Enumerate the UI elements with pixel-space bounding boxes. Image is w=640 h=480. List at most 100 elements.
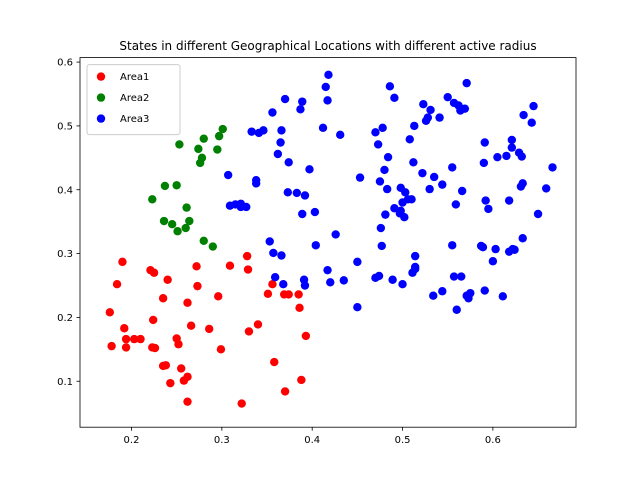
y-tick-label: 0.1 (57, 377, 73, 388)
point-area3-17 (277, 251, 286, 260)
point-area3-10 (259, 126, 268, 135)
point-area2-1 (159, 216, 169, 226)
point-area3-46 (371, 128, 380, 137)
marks-layer (105, 70, 557, 408)
point-area1-37 (253, 320, 263, 329)
point-area2-18 (218, 124, 227, 134)
point-area3-115 (502, 151, 511, 161)
point-area3-128 (527, 118, 536, 127)
point-area3-89 (448, 163, 457, 172)
point-area3-39 (331, 230, 340, 239)
point-area1-1 (107, 341, 116, 351)
point-area3-93 (451, 200, 461, 209)
point-area3-80 (423, 113, 433, 122)
point-area3-53 (380, 165, 389, 175)
point-area3-56 (383, 152, 393, 162)
point-area1-2 (112, 280, 122, 289)
point-area3-111 (488, 257, 498, 266)
x-tick-label: 0.6 (485, 435, 501, 446)
point-area1-13 (150, 343, 160, 353)
point-area1-12 (149, 268, 159, 277)
legend-marker-area3 (96, 114, 106, 123)
point-area3-106 (479, 158, 489, 168)
point-area1-25 (183, 397, 192, 406)
point-area3-37 (324, 70, 333, 80)
y-tick-label: 0.5 (57, 122, 73, 133)
point-area3-108 (480, 286, 489, 295)
point-area2-2 (160, 181, 170, 191)
point-area3-86 (438, 287, 447, 296)
point-area3-76 (410, 262, 420, 272)
point-area1-21 (176, 364, 186, 373)
point-area3-15 (273, 149, 283, 159)
point-area3-74 (410, 251, 420, 261)
legend-label-area3: Area3 (120, 114, 149, 125)
point-area3-103 (466, 288, 475, 298)
point-area1-30 (214, 292, 223, 301)
point-area3-127 (519, 110, 528, 120)
point-area3-11 (265, 237, 274, 246)
point-area3-0 (223, 170, 233, 180)
point-area3-60 (390, 204, 399, 213)
point-area3-29 (300, 191, 310, 200)
point-area1-34 (242, 251, 252, 261)
point-area3-126 (518, 234, 527, 243)
point-area2-13 (199, 236, 208, 245)
point-area3-47 (373, 140, 383, 149)
point-area3-14 (270, 272, 280, 282)
point-area1-47 (301, 331, 311, 341)
point-area1-31 (216, 345, 226, 354)
x-tick-label: 0.3 (214, 435, 230, 446)
point-area1-36 (244, 327, 254, 336)
point-area1-32 (225, 261, 235, 270)
point-area1-46 (297, 375, 306, 385)
x-tick-label: 0.4 (304, 435, 320, 446)
point-area3-87 (438, 180, 447, 189)
point-area3-72 (409, 158, 418, 167)
point-area1-11 (148, 315, 158, 325)
point-area3-116 (504, 196, 514, 205)
point-area3-129 (529, 101, 538, 111)
point-area1-24 (183, 372, 192, 381)
point-area3-19 (279, 280, 288, 289)
point-area2-15 (208, 242, 218, 251)
point-area3-33 (318, 123, 328, 133)
point-area3-100 (462, 78, 471, 88)
point-area3-98 (457, 186, 467, 196)
point-area3-58 (388, 275, 397, 284)
point-area3-62 (396, 206, 405, 215)
point-area3-50 (376, 223, 386, 233)
point-area3-49 (375, 177, 385, 186)
point-area3-112 (491, 244, 500, 254)
point-area3-41 (339, 276, 349, 285)
point-area1-8 (136, 334, 145, 344)
point-area1-39 (268, 280, 277, 289)
y-axis: 0.1 0.2 0.3 0.4 0.5 0.6 (57, 58, 80, 388)
x-axis: 0.2 0.3 0.4 0.5 0.6 (124, 427, 501, 446)
point-area3-88 (443, 92, 452, 102)
y-tick-label: 0.2 (57, 313, 73, 324)
point-area3-66 (400, 212, 409, 222)
point-area2-9 (185, 216, 194, 226)
point-area3-38 (326, 278, 335, 287)
point-area2-0 (148, 195, 157, 204)
point-area3-36 (323, 265, 332, 275)
point-area1-7 (130, 334, 139, 344)
point-area2-17 (214, 131, 224, 141)
point-area3-83 (429, 291, 438, 300)
point-area1-42 (280, 387, 290, 396)
point-area3-84 (429, 172, 439, 182)
y-tick-label: 0.4 (57, 185, 73, 196)
point-area3-77 (418, 168, 427, 178)
point-area3-57 (385, 82, 395, 91)
point-area3-131 (541, 184, 551, 193)
point-area2-14 (199, 134, 208, 143)
point-area3-43 (353, 257, 362, 267)
point-area1-28 (193, 281, 202, 291)
point-area2-5 (173, 227, 182, 236)
point-area3-54 (381, 210, 390, 219)
point-area2-3 (167, 220, 177, 229)
point-area1-3 (118, 257, 127, 267)
point-area3-44 (355, 173, 365, 182)
